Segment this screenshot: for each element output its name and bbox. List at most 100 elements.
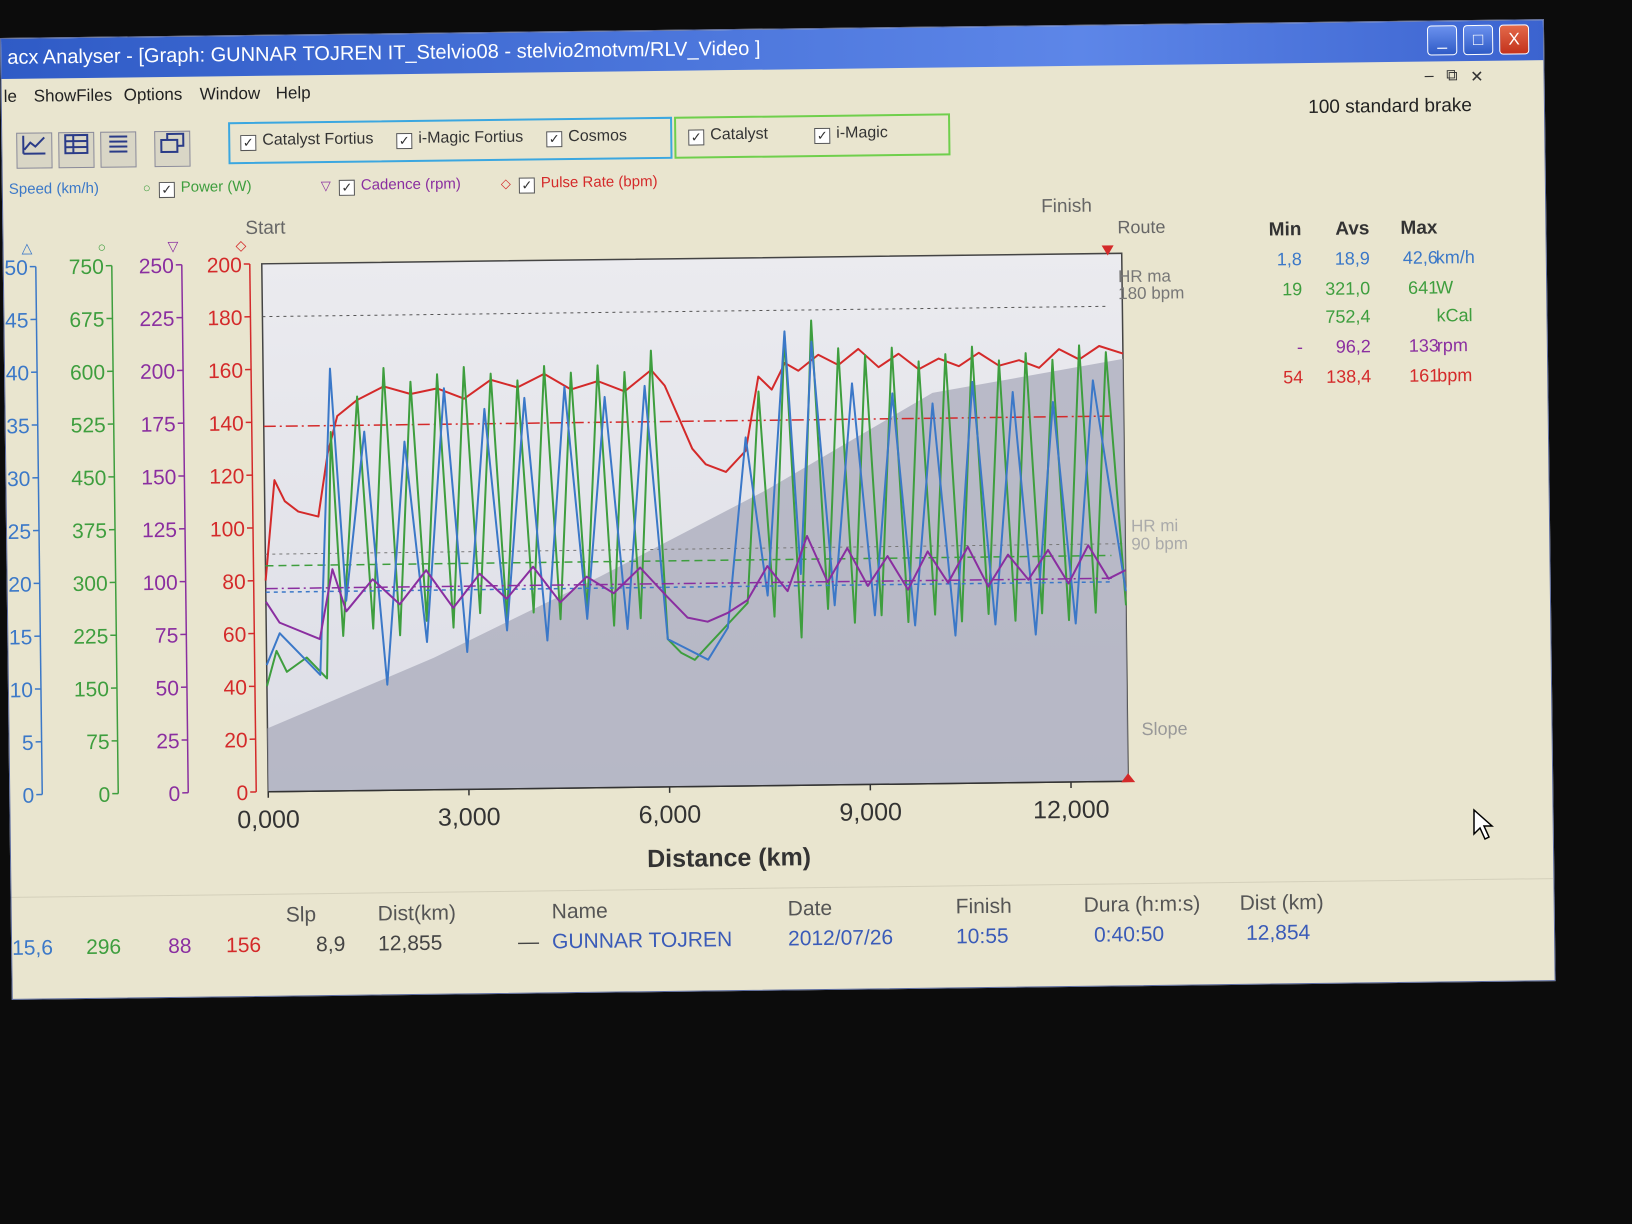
- pulse-tick-label: 80: [222, 571, 246, 594]
- speed-tick-label: 40: [6, 362, 30, 385]
- stat-min: 19: [1282, 279, 1303, 300]
- slope-label: Slope: [1141, 719, 1187, 740]
- table-icon[interactable]: [58, 131, 95, 169]
- legend-speed[interactable]: Speed (km/h): [8, 179, 99, 198]
- start-label: Start: [245, 218, 286, 239]
- x-axis-title: Distance (km): [647, 843, 811, 873]
- pulse-tick-label: 180: [207, 307, 242, 330]
- row-date: 2012/07/26: [787, 926, 894, 951]
- mdi-restore-button[interactable]: ⧉: [1446, 67, 1458, 85]
- power-tick-label: 675: [69, 309, 104, 332]
- menu-showfiles[interactable]: ShowFiles: [33, 85, 113, 106]
- cosmos-checkbox[interactable]: ✓ Cosmos: [546, 127, 627, 148]
- menu-options[interactable]: Options: [123, 84, 183, 105]
- stats-header-max: Max: [1400, 217, 1438, 239]
- finish-marker[interactable]: [1101, 245, 1114, 256]
- stat-max: 641: [1407, 277, 1439, 298]
- stat-avg: 138,4: [1326, 366, 1372, 387]
- stat-unit: W: [1436, 277, 1454, 298]
- hr-min-value: 90 bpm: [1131, 534, 1188, 554]
- row-dash: —: [517, 930, 540, 954]
- row-finish: 10:55: [955, 924, 1009, 949]
- stat-avg: 321,0: [1324, 278, 1371, 299]
- fortius-filter-group: ✓ Catalyst Fortius ✓ i-Magic Fortius ✓ Cosm…: [228, 116, 673, 165]
- col-finish[interactable]: Finish: [955, 894, 1012, 919]
- speed-tick-label: 15: [9, 626, 33, 649]
- imagic-fortius-checkbox[interactable]: ✓ i-Magic Fortius: [396, 129, 523, 150]
- stat-unit: rpm: [1436, 335, 1468, 356]
- speed-series-line: [265, 330, 1127, 686]
- stat-avg: 96,2: [1335, 336, 1371, 357]
- cursor-cadence: 88: [167, 934, 192, 959]
- hr-max-label: HR ma: [1118, 267, 1172, 287]
- brake-label: 100 standard brake: [1308, 95, 1473, 119]
- col-date[interactable]: Date: [787, 896, 833, 921]
- cadence-tick-label: 150: [141, 466, 176, 489]
- cadence-tick-label: 125: [142, 519, 177, 542]
- mdi-close-button[interactable]: ✕: [1470, 68, 1484, 87]
- maximize-button[interactable]: □: [1462, 24, 1494, 56]
- pulse-tick-label: 100: [210, 518, 245, 541]
- pulse-tick-label: 40: [223, 676, 247, 699]
- cadence-tick-label: 200: [140, 360, 175, 383]
- minimize-button[interactable]: _: [1426, 25, 1458, 56]
- pulse-tick-label: 200: [207, 254, 242, 277]
- cadence-tick-label: 50: [155, 677, 179, 700]
- pulse-tick-label: 0: [236, 782, 248, 805]
- speed-tick-label: 10: [9, 679, 33, 702]
- power-tick-label: 600: [70, 361, 105, 384]
- col-distance-total[interactable]: Dist (km): [1239, 890, 1324, 915]
- x-tick-label: 12,000: [1033, 796, 1110, 825]
- x-tick-label: 3,000: [438, 803, 501, 832]
- catalyst-fortius-checkbox[interactable]: ✓ Catalyst Fortius: [240, 130, 374, 152]
- menu-help[interactable]: Help: [275, 83, 311, 103]
- mdi-minimize-button[interactable]: –: [1424, 67, 1434, 85]
- stats-header-min: Min: [1268, 219, 1302, 241]
- power-tick-label: 225: [73, 625, 108, 648]
- col-distance: Dist(km): [377, 901, 457, 926]
- stat-unit: km/h: [1435, 246, 1475, 268]
- power-tick-label: 75: [86, 731, 110, 754]
- speed-tick-label: 0: [22, 785, 34, 808]
- x-tick-label: 9,000: [839, 798, 902, 827]
- cursor-power: 296: [85, 935, 122, 960]
- hr-min-label: HR mi: [1131, 516, 1178, 536]
- stat-max: 42,6: [1402, 247, 1438, 268]
- speed-tick-label: 25: [8, 521, 32, 544]
- list-icon[interactable]: [100, 131, 137, 168]
- power-tick-label: 450: [71, 467, 106, 490]
- stat-unit: bpm: [1437, 365, 1473, 386]
- stat-min: -: [1296, 337, 1303, 358]
- window-icon[interactable]: [154, 130, 191, 168]
- cadence-tick-label: 75: [155, 624, 179, 647]
- speed-tick-label: 35: [6, 415, 30, 438]
- x-tick-label: 0,000: [237, 805, 300, 834]
- pulse-axis-marker: ◇: [235, 237, 246, 253]
- cadence-tick-label: 100: [142, 572, 177, 595]
- stats-header-avg: Avs: [1335, 218, 1370, 240]
- mouse-cursor-icon: [1473, 808, 1494, 841]
- close-button[interactable]: X: [1498, 24, 1530, 55]
- legend-cadence[interactable]: ▽ ✓ Cadence (rpm): [320, 175, 461, 196]
- menu-file[interactable]: le: [3, 86, 18, 106]
- catalyst-checkbox[interactable]: ✓ Catalyst: [688, 126, 768, 146]
- x-axis-line: [268, 780, 1129, 793]
- imagic-checkbox[interactable]: ✓ i-Magic: [814, 124, 888, 145]
- cadence-average-line: [265, 577, 1112, 590]
- classic-filter-group: ✓ Catalyst ✓ i-Magic: [674, 113, 951, 159]
- finish-label: Finish: [1041, 196, 1092, 218]
- col-duration[interactable]: Dura (h:m:s): [1083, 892, 1201, 917]
- power-average-line: [265, 554, 1112, 567]
- chart: △ 0 5 10 15 20 25 30 35 40 45 50 ○ 0 75 150 225 300 375 450…: [4, 196, 1188, 873]
- stat-min: 1,8: [1276, 249, 1302, 270]
- route-end-marker[interactable]: [1121, 773, 1136, 783]
- cursor-speed: 15,6: [11, 936, 54, 960]
- legend-pulse[interactable]: ◇ ✓ Pulse Rate (bpm): [500, 172, 658, 194]
- power-tick-label: 150: [74, 678, 109, 701]
- speed-axis-marker: △: [21, 240, 32, 256]
- graph-icon[interactable]: [16, 132, 53, 169]
- row-name: GUNNAR TOJREN: [551, 928, 733, 954]
- col-name[interactable]: Name: [551, 899, 608, 924]
- menu-window[interactable]: Window: [199, 83, 261, 104]
- legend-power[interactable]: ○ ✓ Power (W): [142, 177, 252, 199]
